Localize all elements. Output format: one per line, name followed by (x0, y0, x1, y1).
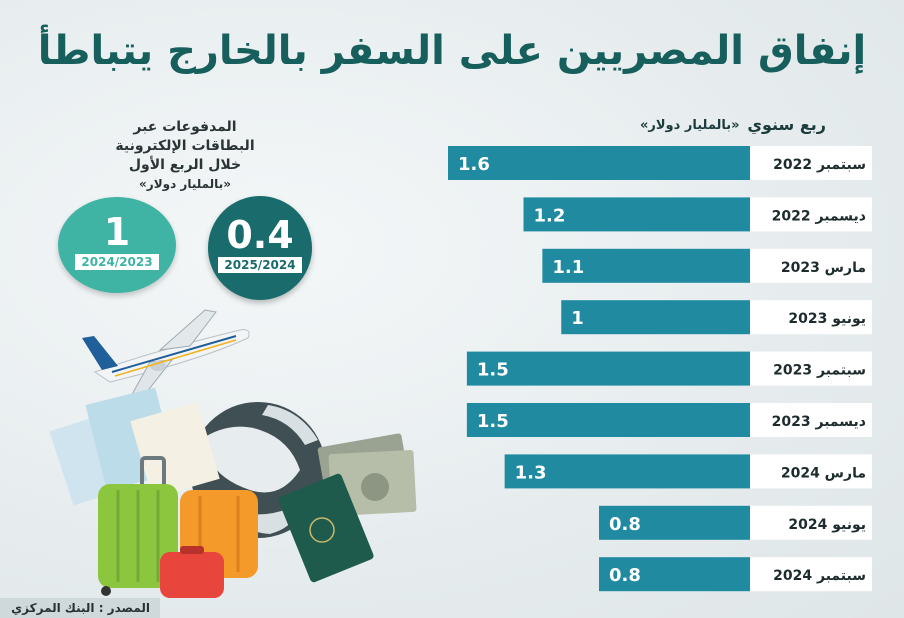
category-box-4 (750, 351, 872, 386)
category-label-7: يونيو 2024 (788, 517, 866, 533)
bar-7 (599, 505, 750, 540)
info-line-3: خلال الربع الأول (128, 157, 242, 173)
red-suitcase-icon (160, 546, 224, 598)
category-box-7 (750, 505, 872, 540)
info-line-1: المدفوعات عبر (133, 119, 237, 135)
value-label-0: 1.6 (458, 154, 490, 175)
green-suitcase-icon (98, 456, 178, 596)
circle-2025-2024: 0.4 2025/2024 (208, 196, 312, 300)
category-axis-label: ربع سنوي (747, 115, 826, 134)
value-label-6: 1.3 (515, 462, 547, 483)
category-box-6 (750, 454, 872, 489)
circle-year: 2025/2024 (218, 257, 302, 273)
airplane-icon (82, 309, 250, 399)
category-label-3: يونيو 2023 (788, 311, 866, 327)
value-label-4: 1.5 (477, 360, 509, 381)
category-label-4: سبتمبر 2023 (773, 363, 866, 379)
category-label-1: ديسمبر 2022 (772, 208, 866, 224)
category-label-2: مارس 2023 (781, 260, 866, 276)
value-label-5: 1.5 (477, 411, 509, 432)
chart-title: إنفاق المصريين على السفر بالخارج يتباطأ (37, 28, 867, 74)
circle-value: 0.4 (226, 213, 294, 257)
circle-year: 2024/2023 (75, 254, 159, 270)
bar-3 (561, 300, 750, 335)
bar-0 (448, 146, 750, 180)
category-label-6: مارس 2024 (781, 465, 866, 481)
circle-value: 1 (103, 210, 131, 254)
category-label-8: سبتمبر 2024 (773, 568, 866, 584)
category-box-0 (750, 146, 872, 180)
passport-icon (278, 473, 374, 583)
bar-2 (542, 248, 750, 283)
source-note: المصدر : البنك المركزي (0, 598, 160, 618)
category-label-5: ديسمبر 2023 (772, 414, 866, 430)
bar-4 (466, 351, 750, 386)
category-box-2 (750, 248, 872, 283)
value-label-1: 1.2 (534, 205, 566, 226)
category-box-5 (750, 403, 872, 437)
bar-6 (504, 454, 750, 489)
bar-1 (523, 197, 750, 232)
value-label-2: 1.1 (552, 257, 584, 278)
unit-label: «بالمليار دولار» (640, 118, 740, 133)
value-label-7: 0.8 (609, 514, 641, 535)
bar-8 (599, 557, 750, 592)
value-label-8: 0.8 (609, 565, 641, 586)
tickets-icon (49, 387, 220, 506)
bar-5 (466, 403, 750, 437)
category-box-1 (750, 197, 872, 232)
info-line-2: البطاقات الإلكترونية (115, 138, 255, 154)
category-box-8 (750, 557, 872, 592)
category-box-3 (750, 300, 872, 335)
info-unit: «بالمليار دولار» (139, 177, 231, 191)
category-label-0: سبتمبر 2022 (773, 157, 866, 173)
value-label-3: 1 (571, 308, 584, 329)
circle-2024-2023: 1 2024/2023 (58, 197, 176, 293)
card-payments-info: المدفوعات عبر البطاقات الإلكترونية خلال … (95, 118, 275, 194)
